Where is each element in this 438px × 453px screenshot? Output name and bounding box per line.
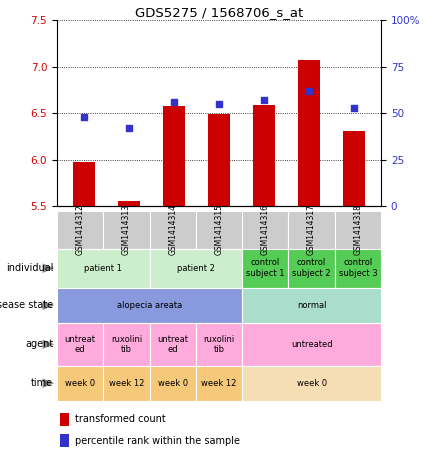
Bar (103, 366, 149, 401)
Bar (343, 131, 365, 206)
Text: patient 2: patient 2 (177, 264, 215, 273)
Text: control
subject 1: control subject 1 (246, 259, 285, 278)
Bar (57, 366, 103, 401)
Bar (103, 211, 149, 249)
Text: GSM1414318: GSM1414318 (353, 204, 362, 255)
Polygon shape (42, 339, 54, 349)
Text: GSM1414316: GSM1414316 (261, 204, 270, 255)
Point (350, 104, 357, 111)
Text: GSM1414317: GSM1414317 (307, 204, 316, 255)
Text: individual: individual (6, 263, 53, 273)
Text: GSM1414315: GSM1414315 (215, 204, 223, 255)
Text: ruxolini
tib: ruxolini tib (111, 335, 142, 354)
Bar (60, 413, 69, 426)
Text: control
subject 2: control subject 2 (292, 259, 331, 278)
Point (170, 98, 177, 106)
Bar (196, 323, 242, 366)
Title: GDS5275 / 1568706_s_at: GDS5275 / 1568706_s_at (135, 6, 303, 19)
Bar (103, 323, 149, 366)
Bar (149, 249, 242, 288)
Point (215, 100, 223, 107)
Text: patient 1: patient 1 (84, 264, 122, 273)
Bar (118, 202, 140, 206)
Text: ruxolini
tib: ruxolini tib (203, 335, 235, 354)
Text: disease state: disease state (0, 300, 53, 310)
Point (306, 87, 313, 95)
Point (81, 113, 88, 120)
Text: GSM1414313: GSM1414313 (122, 204, 131, 255)
Text: untreat
ed: untreat ed (157, 335, 188, 354)
Text: week 12: week 12 (109, 379, 144, 388)
Text: untreat
ed: untreat ed (64, 335, 95, 354)
Bar (57, 249, 149, 288)
Text: percentile rank within the sample: percentile rank within the sample (75, 436, 240, 446)
Bar (196, 366, 242, 401)
Point (261, 96, 268, 104)
Text: week 0: week 0 (297, 379, 327, 388)
Bar (196, 211, 242, 249)
Bar (73, 163, 95, 206)
Bar (335, 211, 381, 249)
Text: normal: normal (297, 301, 326, 310)
Bar (335, 249, 381, 288)
Text: week 0: week 0 (158, 379, 188, 388)
Bar (57, 288, 242, 323)
Bar (57, 211, 103, 249)
Point (125, 125, 132, 132)
Bar (242, 366, 381, 401)
Bar (149, 211, 196, 249)
Bar (242, 288, 381, 323)
Bar (242, 323, 381, 366)
Bar (149, 323, 196, 366)
Text: time: time (31, 378, 53, 388)
Bar (242, 211, 289, 249)
Bar (57, 323, 103, 366)
Bar (289, 211, 335, 249)
Polygon shape (42, 263, 54, 273)
Text: GSM1414312: GSM1414312 (76, 204, 85, 255)
Bar (208, 114, 230, 206)
Text: week 0: week 0 (65, 379, 95, 388)
Bar (289, 249, 335, 288)
Text: agent: agent (25, 339, 53, 349)
Text: GSM1414314: GSM1414314 (168, 204, 177, 255)
Polygon shape (42, 378, 54, 388)
Bar (163, 106, 185, 206)
Text: week 12: week 12 (201, 379, 237, 388)
Bar (149, 366, 196, 401)
Bar (298, 60, 320, 206)
Polygon shape (42, 301, 54, 310)
Bar (242, 249, 289, 288)
Text: control
subject 3: control subject 3 (339, 259, 377, 278)
Bar (253, 105, 275, 206)
Text: alopecia areata: alopecia areata (117, 301, 182, 310)
Bar (60, 434, 69, 447)
Text: untreated: untreated (291, 340, 332, 349)
Text: transformed count: transformed count (75, 414, 166, 424)
